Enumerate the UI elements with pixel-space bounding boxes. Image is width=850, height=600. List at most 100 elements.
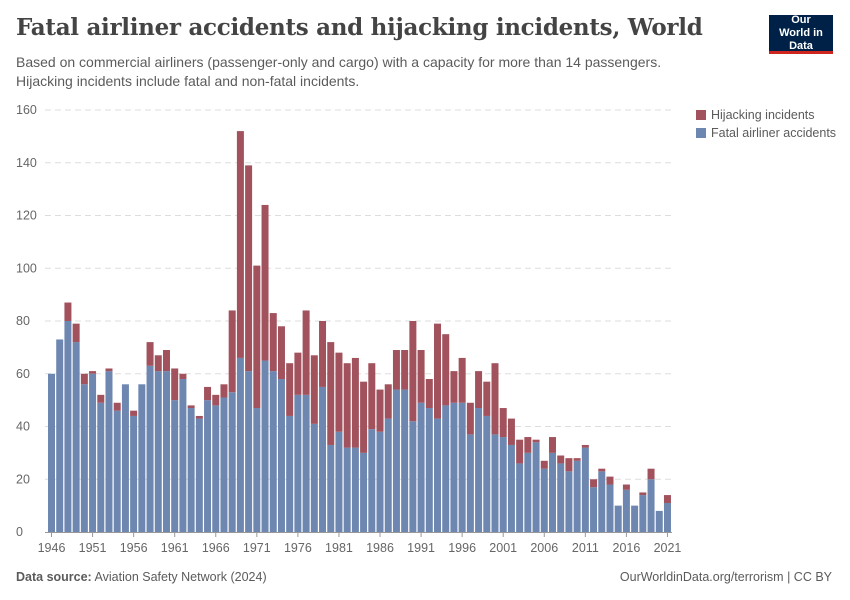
bar-accidents [524, 452, 532, 532]
bar-hijacking [171, 368, 179, 401]
bar-hijacking [622, 484, 630, 490]
bar-hijacking [195, 415, 203, 419]
bar-accidents [80, 384, 88, 532]
bar-hijacking [516, 439, 524, 464]
x-tick-label: 2001 [489, 541, 517, 555]
bar-accidents [236, 357, 244, 532]
bar-accidents [286, 415, 294, 532]
bar-accidents [277, 379, 285, 532]
bar-hijacking [360, 381, 368, 453]
bar-accidents [450, 402, 458, 532]
bar-hijacking [204, 386, 212, 401]
bar-hijacking [401, 350, 409, 390]
bar-accidents [187, 408, 195, 532]
chart-subtitle: Based on commercial airliners (passenger… [16, 54, 662, 89]
bar-accidents [343, 447, 351, 532]
bar-hijacking [277, 326, 285, 380]
bar-hijacking [590, 479, 598, 488]
bar-hijacking [97, 394, 105, 403]
source-label: Data source: [16, 570, 92, 584]
bar-hijacking [540, 460, 548, 469]
footer-url[interactable]: OurWorldinData.org/terrorism | CC BY [619, 570, 832, 584]
bar-accidents [540, 468, 548, 532]
bar-hijacking [146, 342, 154, 366]
y-tick-label: 60 [16, 367, 30, 381]
bar-hijacking [335, 352, 343, 432]
chart-title: Fatal airliner accidents and hijacking i… [16, 14, 703, 41]
bar-hijacking [351, 357, 359, 448]
legend-item-accidents[interactable]: Fatal airliner accidents [696, 124, 836, 142]
bar-hijacking [154, 355, 162, 372]
bar-accidents [89, 373, 97, 532]
bar-accidents [368, 429, 376, 532]
bar-hijacking [417, 350, 425, 403]
bar-hijacking [187, 405, 195, 409]
bar-hijacking [499, 408, 507, 438]
legend-item-hijacking[interactable]: Hijacking incidents [696, 106, 836, 124]
bar-hijacking [245, 165, 253, 372]
bar-accidents [573, 460, 581, 532]
bar-accidents [105, 371, 113, 532]
bar-hijacking [548, 437, 556, 453]
bar-accidents [351, 447, 359, 532]
bar-hijacking [425, 379, 433, 409]
bar-accidents [360, 452, 368, 532]
bar-hijacking [557, 455, 565, 464]
bar-hijacking [442, 334, 450, 406]
bar-accidents [507, 444, 515, 532]
bar-accidents [614, 505, 622, 532]
bar-accidents [598, 471, 606, 532]
x-tick-label: 1966 [202, 541, 230, 555]
y-tick-label: 80 [16, 314, 30, 328]
logo-text: Our World in Data [779, 13, 823, 52]
x-tick-label: 1986 [366, 541, 394, 555]
bar-accidents [425, 408, 433, 532]
bar-hijacking [105, 368, 113, 372]
x-tick-label: 2021 [654, 541, 682, 555]
bar-accidents [72, 342, 80, 532]
bar-hijacking [524, 437, 532, 453]
bar-accidents [392, 389, 400, 532]
bar-accidents [655, 510, 663, 532]
owid-logo[interactable]: Our World in Data [769, 13, 833, 54]
bar-hijacking [261, 204, 269, 361]
bar-accidents [475, 408, 483, 532]
bar-hijacking [639, 492, 647, 496]
bar-hijacking [89, 371, 97, 374]
bar-accidents [466, 434, 474, 532]
bar-hijacking [475, 371, 483, 409]
bar-hijacking [434, 323, 442, 419]
x-tick-label: 1976 [284, 541, 312, 555]
bar-accidents [294, 394, 302, 532]
bar-accidents [483, 415, 491, 532]
bar-accidents [647, 479, 655, 532]
legend-swatch [696, 128, 706, 138]
bar-hijacking [294, 352, 302, 395]
x-tick-label: 1996 [448, 541, 476, 555]
bar-accidents [434, 418, 442, 532]
bar-accidents [409, 421, 417, 532]
bar-accidents [442, 405, 450, 532]
bar-accidents [606, 484, 614, 532]
bar-accidents [581, 447, 589, 532]
bar-accidents [245, 371, 253, 532]
y-tick-label: 120 [16, 209, 37, 223]
bar-accidents [639, 495, 647, 532]
bar-hijacking [581, 444, 589, 448]
bar-accidents [499, 437, 507, 532]
data-source: Data source: Aviation Safety Network (20… [16, 570, 267, 584]
bar-hijacking [376, 389, 384, 432]
bar-accidents [327, 444, 335, 532]
bar-hijacking [565, 458, 573, 472]
x-tick-label: 1991 [407, 541, 435, 555]
bar-accidents [376, 431, 384, 532]
bar-accidents [48, 373, 55, 532]
bar-hijacking [491, 363, 499, 435]
bar-accidents [220, 397, 228, 532]
bar-accidents [113, 410, 121, 532]
bar-accidents [631, 505, 639, 532]
bar-hijacking [72, 323, 80, 343]
bar-accidents [458, 402, 466, 532]
